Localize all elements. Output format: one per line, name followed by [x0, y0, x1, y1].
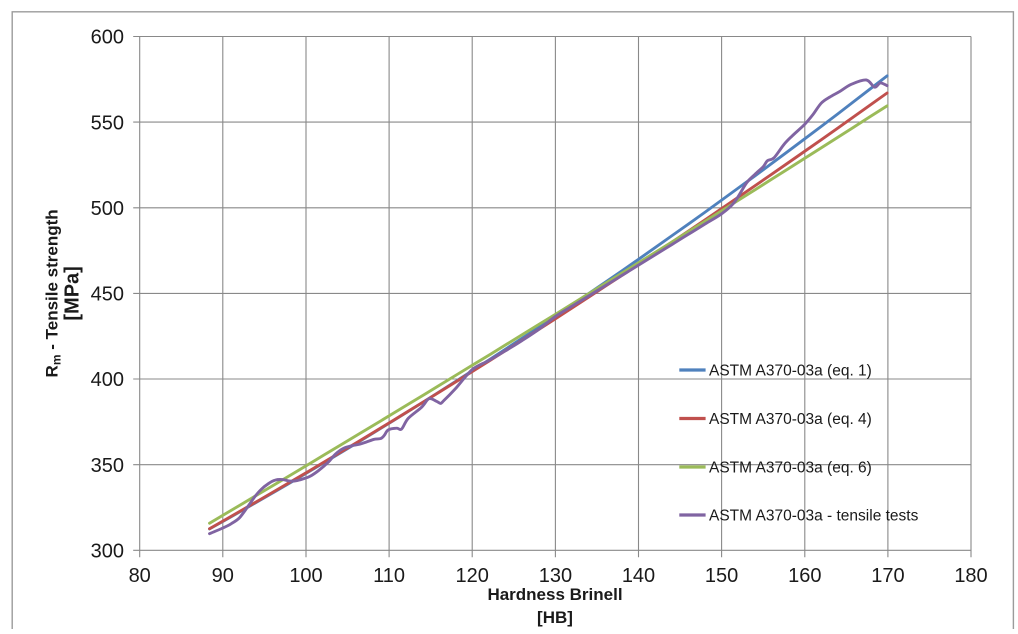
svg-text:450: 450	[91, 284, 124, 306]
svg-text:100: 100	[289, 565, 322, 587]
svg-text:600: 600	[91, 27, 124, 49]
svg-text:ASTM A370-03a - tensile tests: ASTM A370-03a - tensile tests	[709, 508, 919, 525]
svg-text:Hardness Brinell: Hardness Brinell	[487, 585, 622, 604]
svg-text:140: 140	[622, 565, 655, 587]
svg-text:110: 110	[373, 565, 405, 587]
svg-text:130: 130	[539, 565, 572, 587]
svg-text:500: 500	[91, 198, 124, 220]
svg-text:150: 150	[705, 565, 738, 587]
svg-text:80: 80	[129, 565, 151, 587]
svg-text:120: 120	[456, 565, 489, 587]
svg-text:Rm - Tensile strength: Rm - Tensile strength	[43, 209, 64, 377]
svg-text:350: 350	[91, 455, 124, 477]
svg-text:160: 160	[788, 565, 821, 587]
svg-text:90: 90	[212, 565, 234, 587]
svg-text:ASTM A370-03a (eq. 4): ASTM A370-03a (eq. 4)	[709, 411, 872, 428]
svg-text:400: 400	[91, 369, 124, 391]
svg-text:170: 170	[871, 565, 904, 587]
svg-text:[MPa]: [MPa]	[62, 266, 84, 320]
svg-text:[HB]: [HB]	[537, 608, 573, 627]
svg-text:300: 300	[91, 541, 124, 563]
svg-text:ASTM A370-03a (eq. 1): ASTM A370-03a (eq. 1)	[709, 363, 872, 380]
svg-text:180: 180	[954, 565, 987, 587]
svg-text:550: 550	[91, 112, 124, 134]
svg-text:ASTM A370-03a (eq. 6): ASTM A370-03a (eq. 6)	[709, 460, 872, 477]
